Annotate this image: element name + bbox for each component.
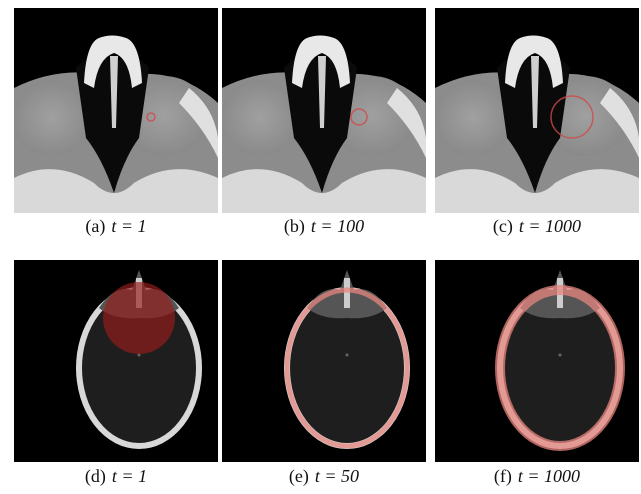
caption-math: t = 1000 <box>518 466 580 486</box>
midpoint <box>346 354 349 357</box>
panel <box>220 8 426 213</box>
panel-label: (e) <box>289 466 309 487</box>
panel-caption: (b) t = 100 <box>284 216 364 237</box>
panel <box>12 8 218 213</box>
caption-math: t = 1 <box>112 466 147 486</box>
panel-label: (a) <box>85 216 105 237</box>
figure: (a) t = 1 (b) t = 100 (c) t = 1000 (d) t = 1 (e)… <box>0 0 641 494</box>
panel-caption: (c) t = 1000 <box>493 216 581 237</box>
panel <box>14 260 218 462</box>
panel-caption: (a) t = 1 <box>85 216 146 237</box>
segmentation-region <box>103 282 175 354</box>
panel-caption: (e) t = 50 <box>289 466 359 487</box>
panel-label: (b) <box>284 216 305 237</box>
panel-label: (c) <box>493 216 513 237</box>
nasal-septum <box>344 278 350 308</box>
panel <box>433 8 639 213</box>
panel <box>435 260 639 462</box>
panel-caption: (d) t = 1 <box>85 466 147 487</box>
panel-label: (d) <box>85 466 106 487</box>
panel-caption: (f) t = 1000 <box>494 466 580 487</box>
panel <box>222 260 426 462</box>
caption-math: t = 50 <box>315 466 359 486</box>
caption-math: t = 100 <box>311 216 364 236</box>
midpoint <box>559 354 562 357</box>
caption-math: t = 1 <box>111 216 146 236</box>
caption-math: t = 1000 <box>519 216 581 236</box>
panel-label: (f) <box>494 466 512 487</box>
